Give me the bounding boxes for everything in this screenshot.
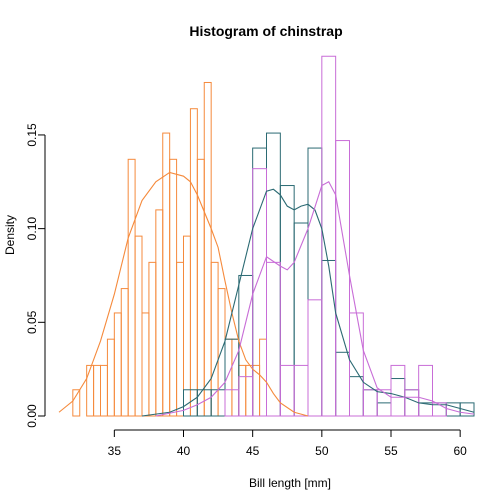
x-tick-label-0: 35 — [108, 444, 122, 458]
histogram-bar-s1-b11 — [335, 351, 351, 417]
density-curves — [58, 171, 475, 417]
histogram-bar-s2-b11 — [335, 140, 351, 417]
histogram-bar-s2-b17 — [418, 364, 434, 417]
histogram-bar-s1-b16 — [404, 389, 420, 417]
histogram-bar-s2-b10 — [321, 55, 337, 417]
histogram-bar-s1-b13 — [362, 389, 378, 417]
histogram-bar-s0-b21 — [224, 338, 233, 417]
chart-title: Histogram of chinstrap — [189, 23, 342, 39]
histogram-bar-s0-b18 — [203, 81, 212, 417]
histogram-bar-s2-b16 — [404, 389, 420, 417]
x-tick-label-1: 40 — [177, 444, 191, 458]
y-tick-label-3: 0.15 — [25, 123, 39, 147]
histogram-bar-s0-b3 — [100, 364, 108, 417]
histogram-bar-s2-b7 — [279, 364, 295, 417]
histogram-bar-s1-b14 — [376, 402, 392, 417]
histogram-bar-s0-b10 — [148, 261, 157, 417]
density-curve-s1 — [141, 188, 475, 417]
histogram-bar-s1-b10 — [321, 259, 337, 417]
histogram-bars — [72, 55, 475, 417]
histogram-bar-s0-b4 — [106, 338, 115, 417]
y-axis-label: Density — [3, 215, 17, 255]
histogram-bar-s1-b8 — [293, 222, 309, 417]
histogram-bar-s1-b7 — [279, 185, 295, 417]
histogram-bar-s0-b16 — [189, 108, 198, 417]
histogram-bar-s0-b0 — [72, 389, 81, 417]
histogram-bar-s2-b6 — [266, 261, 281, 417]
y-tick-label-2: 0.10 — [25, 217, 39, 241]
x-axis-label: Bill length [mm] — [249, 476, 331, 490]
y-tick-label-0: 0.00 — [25, 404, 39, 428]
histogram-bar-s1-b9 — [307, 147, 323, 417]
x-tick-label-5: 60 — [453, 444, 467, 458]
histogram-bar-s0-b15 — [183, 235, 191, 417]
histogram-bar-s0-b14 — [176, 261, 185, 417]
density-curve-s0 — [58, 171, 309, 417]
histogram-bar-s0-b11 — [155, 209, 164, 417]
histogram-bar-s0-b9 — [141, 312, 150, 417]
histogram-bar-s1-b6 — [266, 132, 281, 417]
histogram-bar-s0-b25 — [252, 364, 261, 417]
x-tick-label-2: 45 — [246, 444, 260, 458]
x-tick-label-4: 55 — [384, 444, 398, 458]
histogram-bar-s2-b13 — [362, 389, 378, 417]
histogram-bar-s0-b13 — [169, 158, 178, 417]
histogram-bar-s0-b7 — [127, 158, 136, 417]
histogram-bar-s2-b9 — [307, 299, 323, 417]
histogram-bar-s0-b23 — [238, 364, 247, 417]
histogram-bar-s0-b5 — [113, 312, 122, 417]
histogram-bar-s0-b26 — [259, 338, 267, 417]
histogram-bar-s0-b22 — [231, 338, 240, 417]
x-axis: 35 40 45 50 55 60 — [108, 429, 467, 458]
histogram-bar-s0-b6 — [120, 288, 129, 417]
histogram-bar-s1-b12 — [349, 376, 364, 417]
histogram-bar-s0-b1 — [86, 364, 95, 417]
histogram-bar-s2-b12 — [349, 312, 364, 417]
histogram-bar-s0-b8 — [134, 235, 143, 417]
histogram-bar-s0-b12 — [162, 132, 171, 417]
histogram-bar-s2-b15 — [390, 364, 406, 417]
histogram-bar-s0-b20 — [217, 288, 226, 417]
histogram-bar-s2-b18 — [432, 402, 447, 417]
histogram-bar-s0-b2 — [93, 364, 102, 417]
histogram-bar-s0-b24 — [245, 364, 254, 417]
y-axis: 0.00 0.05 0.10 0.15 — [25, 123, 46, 428]
density-curve-s2 — [155, 181, 475, 417]
histogram-bar-s2-b8 — [293, 364, 309, 417]
histogram-bar-s1-b20 — [459, 402, 475, 417]
x-tick-label-3: 50 — [315, 444, 329, 458]
y-tick-label-1: 0.05 — [25, 310, 39, 334]
